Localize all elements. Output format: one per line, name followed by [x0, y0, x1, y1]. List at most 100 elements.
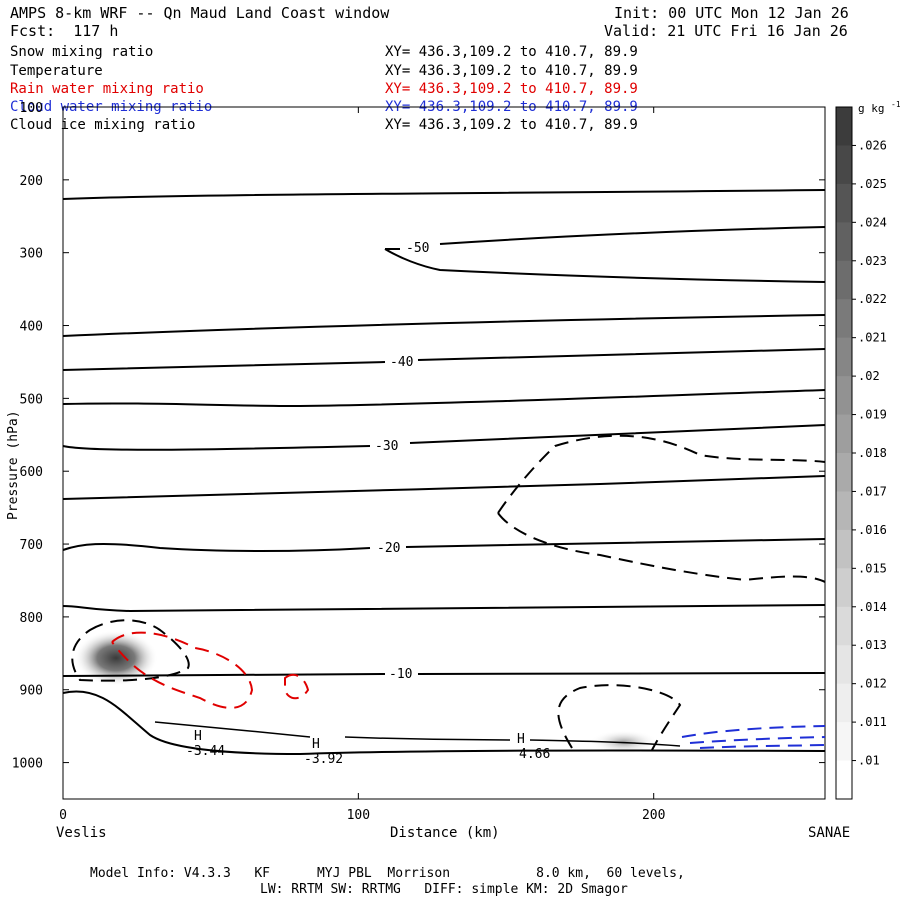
colorbar-swatch [836, 337, 852, 377]
y-tick-label: 300 [20, 247, 43, 262]
isotherm [62, 389, 826, 408]
field-name: Snow mixing ratio [10, 44, 154, 60]
colorbar-swatch [836, 453, 852, 492]
snow-shading-west [74, 630, 158, 686]
isotherm [344, 736, 511, 741]
right-endpoint-label: SANAE [808, 825, 850, 841]
x-tick-label: 0 [59, 808, 67, 823]
cloud-ice-contours [71, 434, 826, 751]
cloud-water-contour [681, 725, 826, 738]
isotherm [62, 538, 826, 552]
colorbar-label: .019 [858, 408, 887, 422]
high-marker: H [194, 729, 202, 744]
surface-highs: H -3.44 H -3.92 H 4.66 [186, 729, 550, 767]
colorbar-swatch [836, 568, 852, 608]
colorbar-label: .01 [858, 754, 880, 768]
cloud-water-contour [689, 736, 826, 744]
isotherm-label: -50 [406, 241, 429, 256]
isotherm [62, 672, 826, 677]
y-tick-label: 800 [20, 611, 43, 626]
colorbar-swatch [836, 145, 852, 185]
cloud-ice-contour [497, 512, 826, 583]
model-info: Model Info: V4.3.3 KF MYJ PBL Morrison 8… [90, 866, 685, 881]
cloud-water-contours [681, 725, 826, 749]
x-axis-label: Distance (km) [390, 825, 500, 841]
colorbar-label: .02 [858, 369, 880, 383]
colorbar-label: .015 [858, 561, 887, 575]
colorbar-swatch [836, 529, 852, 569]
colorbar: .026 .025 .024 .023 .022 .021 .02 .019 .018 .017.… [835, 100, 900, 800]
high-marker: H [312, 737, 320, 752]
temperature-contours [62, 189, 826, 756]
colorbar-label: .014 [858, 600, 887, 614]
colorbar-label: .018 [858, 446, 887, 460]
y-tick-label: 500 [20, 392, 43, 407]
field-xy: XY= 436.3,109.2 to 410.7, 89.9 [385, 44, 638, 60]
isotherm-label: -30 [375, 439, 398, 454]
x-axis: 0 100 200 [59, 107, 665, 823]
x-tick-label: 100 [347, 808, 370, 823]
cloud-ice-contour [71, 619, 190, 682]
isotherm [62, 604, 826, 613]
colorbar-label: .022 [858, 292, 887, 306]
colorbar-swatch [836, 722, 852, 762]
field-xy: XY= 436.3,109.2 to 410.7, 89.9 [385, 63, 638, 79]
y-tick-label: 200 [20, 174, 43, 189]
isotherm [62, 189, 826, 200]
colorbar-swatch [836, 760, 852, 800]
colorbar-label: .025 [858, 177, 887, 191]
high-value: -3.44 [186, 744, 225, 759]
isotherm [62, 314, 826, 337]
colorbar-unit-exponent: -1 [891, 100, 900, 109]
field-xy: XY= 436.3,109.2 to 410.7, 89.9 [385, 117, 638, 133]
isotherm [62, 424, 826, 451]
colorbar-swatch [836, 645, 852, 685]
colorbar-swatch [836, 183, 852, 223]
colorbar-label: .011 [858, 715, 887, 729]
init-time: Init: 00 UTC Mon 12 Jan 26 [614, 4, 849, 22]
y-tick-label: 900 [20, 684, 43, 699]
colorbar-swatch [836, 222, 852, 262]
cloud-ice-contour [497, 434, 826, 514]
isotherm-label: -40 [390, 355, 413, 370]
colorbar-label: .016 [858, 523, 887, 537]
forecast-hour: Fcst: 117 h [10, 22, 119, 40]
rain-water-contour [111, 631, 254, 709]
colorbar-swatch [836, 299, 852, 339]
isotherm [529, 739, 681, 747]
rain-water-contours [111, 631, 310, 709]
x-tick-label: 200 [642, 808, 665, 823]
left-endpoint-label: Veslis [56, 825, 107, 841]
isotherm [154, 721, 311, 738]
isotherm [62, 348, 826, 371]
colorbar-swatch [836, 414, 852, 454]
colorbar-label: .023 [858, 254, 887, 268]
colorbar-swatch [836, 260, 852, 300]
isotherm [62, 475, 826, 500]
valid-time: Valid: 21 UTC Fri 16 Jan 26 [604, 22, 848, 40]
surface-contours [154, 721, 681, 747]
y-tick-label: 700 [20, 538, 43, 553]
snow-shading-east [590, 730, 658, 754]
cloud-water-contour [699, 744, 826, 749]
colorbar-unit: g kg [858, 102, 885, 115]
colorbar-label: .017 [858, 484, 887, 498]
colorbar-swatch [836, 107, 852, 146]
field-name: Temperature [10, 63, 103, 79]
high-value: -3.92 [304, 752, 343, 767]
cloud-ice-contour [557, 684, 682, 751]
isotherm [62, 690, 826, 756]
high-marker: H [517, 732, 525, 747]
y-tick-label: 600 [20, 465, 43, 480]
y-axis: 100 200 300 400 500 600 700 800 900 1000 [12, 101, 825, 772]
isotherm [384, 226, 826, 283]
high-value: 4.66 [519, 747, 550, 762]
model-physics: LW: RRTM SW: RRTMG DIFF: simple KM: 2D S… [260, 882, 628, 897]
colorbar-swatch [836, 606, 852, 646]
colorbar-label: .012 [858, 677, 887, 691]
field-name: Rain water mixing ratio [10, 81, 204, 97]
rain-water-contour [284, 673, 310, 700]
isotherm-labels: -50 -40 -30 -20 -10 [375, 241, 429, 682]
